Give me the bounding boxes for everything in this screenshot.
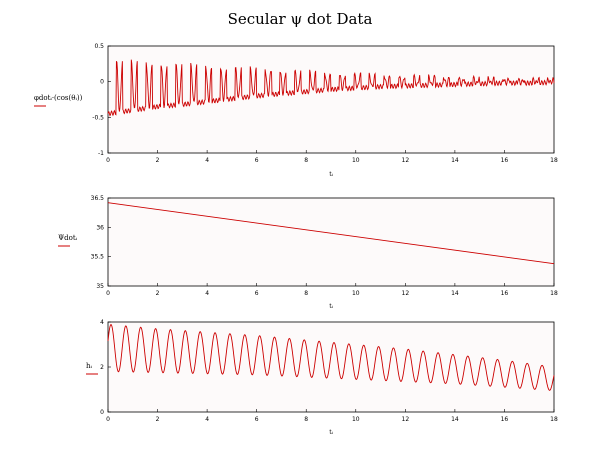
y-tick-label: 0 [100,79,104,86]
x-tick-label: 6 [255,416,259,423]
x-tick-label: 12 [402,290,410,297]
x-tick-label: 0 [106,290,110,297]
x-tick-label: 4 [205,157,209,164]
x-tick-label: 2 [156,157,160,164]
y-tick-label: 36.5 [91,195,105,202]
plot-area-3 [107,321,555,413]
y-tick-label: 35.5 [91,254,105,261]
y-axis-label: Ψdotᵢ [58,234,78,242]
y-tick-label: -1 [98,150,104,157]
series-line-2 [107,202,555,265]
x-tick-label: 10 [352,290,360,297]
x-tick-label: 8 [304,290,308,297]
x-tick-label: 6 [255,157,259,164]
x-tick-label: 16 [501,416,509,423]
x-tick-label: 10 [352,416,360,423]
x-tick-label: 4 [205,290,209,297]
x-tick-label: 14 [451,290,459,297]
x-tick-label: 14 [451,157,459,164]
series-line-1 [107,59,555,117]
x-tick-label: 16 [501,157,509,164]
y-axis-label: φdotᵢ·(cos(θᵢ)) [34,94,83,102]
x-tick-label: 10 [352,157,360,164]
y-tick-label: 35 [96,283,104,290]
x-tick-label: 18 [550,416,558,423]
x-tick-label: 18 [550,157,558,164]
y-axis-label: hᵢ [86,362,93,370]
y-tick-label: 2 [100,364,104,371]
plot-area-2 [107,197,555,287]
x-tick-label: 8 [304,157,308,164]
x-tick-label: 14 [451,416,459,423]
x-tick-label: 0 [106,157,110,164]
y-tick-label: 36 [96,224,104,231]
x-tick-label: 12 [402,157,410,164]
x-tick-label: 18 [550,290,558,297]
x-axis-label: tᵢ [329,429,333,436]
x-tick-label: 12 [402,416,410,423]
plot-area-1 [107,45,555,154]
x-tick-label: 4 [205,416,209,423]
x-tick-label: 2 [156,290,160,297]
y-tick-label: -0.5 [92,114,104,121]
x-tick-label: 16 [501,290,509,297]
series-line-3 [107,323,555,391]
x-axis-label: tᵢ [329,303,333,310]
y-tick-label: 0 [100,409,104,416]
x-axis-label: tᵢ [329,171,333,178]
x-tick-label: 2 [156,416,160,423]
chart-title: Secular ψ dot Data [227,10,373,28]
y-tick-label: 0.5 [94,43,104,50]
x-tick-label: 8 [304,416,308,423]
x-tick-label: 6 [255,290,259,297]
x-tick-label: 0 [106,416,110,423]
y-tick-label: 4 [100,319,104,326]
